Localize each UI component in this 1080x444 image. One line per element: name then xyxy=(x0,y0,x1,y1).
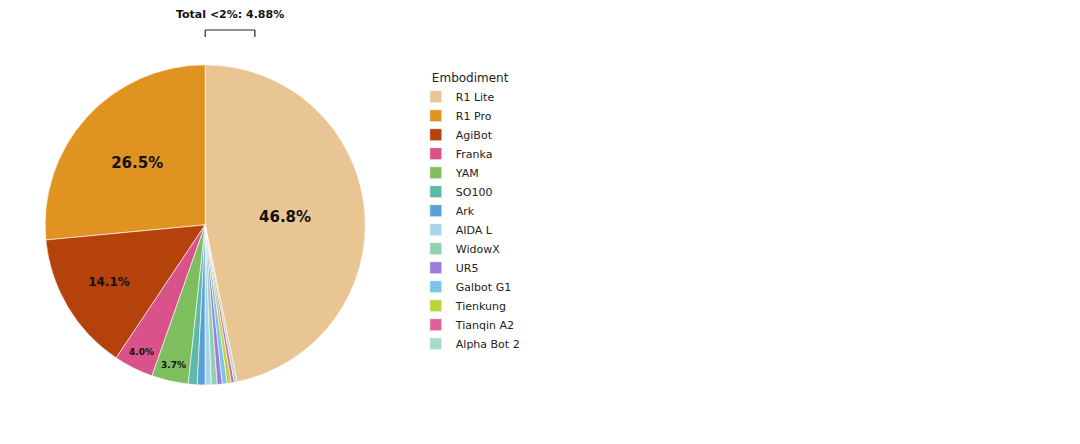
svg-text:14.1%: 14.1% xyxy=(88,275,130,289)
svg-text:Tienkung: Tienkung xyxy=(455,300,506,313)
svg-text:SO100: SO100 xyxy=(456,186,493,199)
svg-text:26.5%: 26.5% xyxy=(111,154,163,172)
svg-text:YAM: YAM xyxy=(455,167,479,180)
svg-text:46.8%: 46.8% xyxy=(259,208,311,226)
svg-text:Tianqin A2: Tianqin A2 xyxy=(455,319,514,332)
svg-text:R1 Pro: R1 Pro xyxy=(456,110,492,123)
svg-text:AIDA L: AIDA L xyxy=(456,224,493,237)
svg-text:R1 Lite: R1 Lite xyxy=(456,91,495,104)
svg-text:WidowX: WidowX xyxy=(456,243,500,256)
svg-text:Total <2%: 4.88%: Total <2%: 4.88% xyxy=(176,8,284,21)
svg-text:Alpha Bot 2: Alpha Bot 2 xyxy=(456,338,520,351)
svg-text:3.7%: 3.7% xyxy=(161,360,186,370)
svg-text:UR5: UR5 xyxy=(456,262,479,275)
svg-text:Galbot G1: Galbot G1 xyxy=(456,281,511,294)
svg-text:AgiBot: AgiBot xyxy=(456,129,493,142)
svg-text:Ark: Ark xyxy=(456,205,475,218)
svg-text:Embodiment: Embodiment xyxy=(432,71,509,85)
svg-text:4.0%: 4.0% xyxy=(129,347,154,357)
svg-text:Franka: Franka xyxy=(456,148,493,161)
